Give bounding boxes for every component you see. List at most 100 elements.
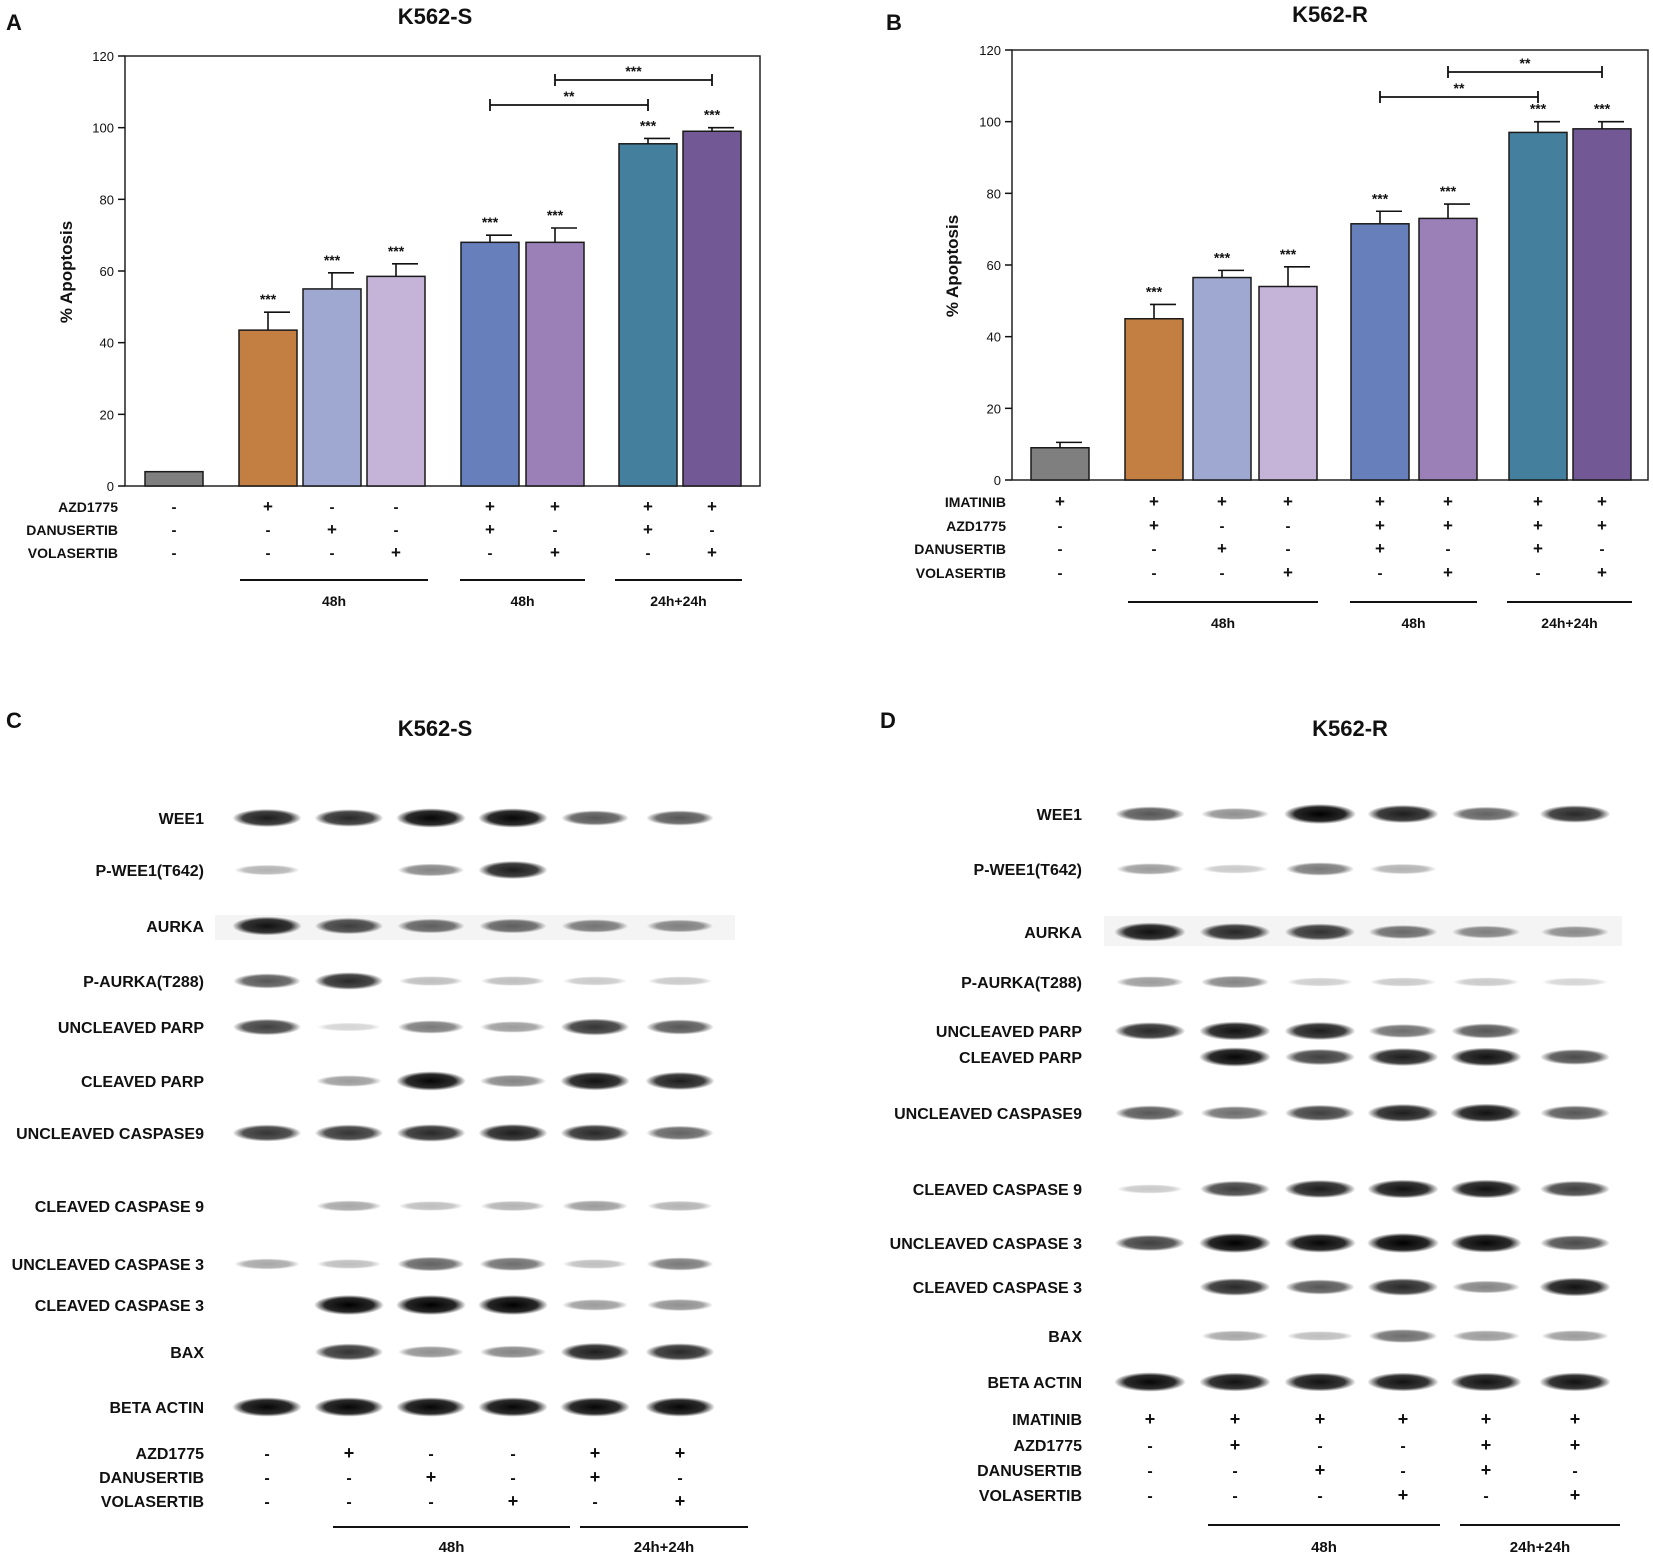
panel-d-blot-band [1450, 1233, 1522, 1253]
panel-c-blot-band [396, 1295, 466, 1315]
panel-b-treatment-sign: + [1597, 563, 1607, 582]
panel-d-blot-band [1286, 1331, 1354, 1341]
panel-d-blot-band [1451, 1023, 1521, 1039]
panel-b-bar [1572, 128, 1632, 481]
panel-a-treatment-sign: + [550, 497, 560, 516]
panel-b-treatment-sign: - [1058, 518, 1063, 535]
panel-d-protein-label: BETA ACTIN [987, 1375, 1082, 1392]
panel-b-ytick-label: 100 [979, 115, 1001, 130]
panel-d-treatment-sign: - [1232, 1488, 1237, 1505]
panel-c-treatment-sign: - [510, 1446, 515, 1463]
panel-b-treatment-sign: - [1152, 541, 1157, 558]
panel-d-protein-label: BAX [1048, 1329, 1082, 1346]
panel-d-blot-band [1451, 806, 1521, 822]
panel-d-treatment-sign: + [1398, 1485, 1409, 1505]
panel-b-ytick-label: 20 [987, 401, 1001, 416]
panel-a-bracket-stars: ** [564, 88, 575, 104]
panel-d-blot-band [1201, 864, 1269, 874]
panel-a-treatment-sign: - [710, 522, 715, 539]
panel-c-protein-label: CLEAVED CASPASE 9 [35, 1199, 204, 1216]
panel-c-blot-band [560, 1018, 630, 1036]
panel-d-blot-band [1450, 1372, 1522, 1392]
panel-a-treatment-sign: - [172, 522, 177, 539]
panel-b-treatment-sign: + [1283, 492, 1293, 511]
panel-b-group-label: 48h [1211, 615, 1235, 631]
panel-c-blot-band [479, 1257, 547, 1271]
panel-d-blot-band [1541, 1330, 1609, 1342]
panel-d-treatment-sign: + [1481, 1460, 1492, 1480]
panel-b-ylabel: % Apoptosis [943, 215, 962, 317]
panel-c-blot-band [314, 1343, 384, 1361]
panel-d-blot-band [1114, 1022, 1186, 1040]
panel-c-protein-label: UNCLEAVED CASPASE 3 [12, 1257, 204, 1274]
panel-a-treatment-sign: - [394, 522, 399, 539]
panel-b-bar [1030, 447, 1090, 481]
panel-d-blot-band [1286, 977, 1354, 987]
panel-b-treatment-sign: - [1378, 565, 1383, 582]
panel-b-row-label: AZD1775 [946, 518, 1006, 534]
panel-a-treatment-sign: + [707, 497, 717, 516]
panel-d-row-label: DANUSERTIB [977, 1463, 1082, 1480]
panel-a-ytick-label: 40 [100, 336, 114, 351]
panel-c-treatment-sign: + [590, 1467, 601, 1487]
panel-a-treatment-sign: + [643, 520, 653, 539]
panel-a-bar [682, 130, 742, 487]
panel-c-blot-band [645, 1397, 715, 1417]
panel-a-treatment-sign: - [172, 545, 177, 562]
panel-c-protein-label: AURKA [146, 919, 204, 936]
panel-c-blot-band [232, 1018, 302, 1036]
panel-c-blot-band [316, 1022, 382, 1032]
panel-a-bar [460, 241, 520, 487]
panel-d-blot-band [1284, 1179, 1356, 1199]
panel-a-ytick-label: 100 [92, 121, 114, 136]
panel-c-blot-band [316, 1200, 382, 1212]
panel-c-blot-band [647, 976, 713, 986]
panel-d-blot-band [1367, 1047, 1439, 1067]
panel-b-significance-stars: *** [1440, 183, 1457, 199]
panel-c-blot-band [233, 973, 301, 989]
panel-b-significance-stars: *** [1594, 101, 1611, 117]
panel-c-treatment-sign: + [426, 1467, 437, 1487]
panel-d-treatment-sign: - [1147, 1488, 1152, 1505]
panel-d-blot-band [1199, 1278, 1271, 1296]
panel-c-group-label: 48h [439, 1539, 465, 1556]
panel-b-treatment-sign: + [1597, 492, 1607, 511]
panel-a-treatment-sign: + [485, 497, 495, 516]
panel-c-protein-label: UNCLEAVED PARP [58, 1020, 204, 1037]
panel-d-blot-band [1368, 925, 1438, 939]
panel-a-row-label: DANUSERTIB [26, 522, 118, 538]
panel-c-blot-band [397, 1256, 465, 1272]
panel-b-ytick-label: 0 [994, 473, 1001, 488]
panel-c-protein-label: BAX [170, 1345, 204, 1362]
panel-b-treatment-sign: + [1443, 516, 1453, 535]
panel-b-treatment-sign: + [1055, 492, 1065, 511]
panel-a-significance-stars: *** [640, 117, 657, 133]
panel-c-blot-band [645, 1071, 715, 1091]
panel-c-blot-band [316, 1259, 382, 1269]
panel-c-blot-band [398, 1201, 464, 1211]
panel-d-blot-band [1116, 1184, 1184, 1194]
panel-c-row-label: DANUSERTIB [99, 1470, 204, 1487]
panel-c-protein-label: UNCLEAVED CASPASE9 [16, 1126, 204, 1143]
panel-d-blot-band [1452, 977, 1520, 987]
panel-c-row-label: AZD1775 [136, 1446, 205, 1463]
panel-d-blot-band [1450, 1047, 1522, 1067]
panel-c-blot-band [232, 808, 302, 828]
panel-d-protein-label: CLEAVED CASPASE 3 [913, 1280, 1082, 1297]
panel-a-significance-stars: *** [388, 243, 405, 259]
panel-c-treatment-sign: - [264, 1494, 269, 1511]
panel-d-row-label: IMATINIB [1012, 1412, 1082, 1429]
panel-c-blot-band [561, 810, 629, 826]
panel-c-treatment-sign: - [346, 1470, 351, 1487]
panel-b-significance-stars: *** [1146, 283, 1163, 299]
panel-b-treatment-sign: - [1286, 541, 1291, 558]
panel-b-treatment-sign: + [1375, 539, 1385, 558]
panel-c-blot-band [396, 1071, 466, 1091]
panel-b-bar [1350, 223, 1410, 481]
panel-d-protein-label: P-WEE1(T642) [974, 862, 1082, 879]
panel-a-letter: A [6, 10, 22, 35]
panel-a-treatment-sign: + [643, 497, 653, 516]
panel-a-treatment-sign: + [391, 543, 401, 562]
panel-b-significance-stars: *** [1280, 246, 1297, 262]
